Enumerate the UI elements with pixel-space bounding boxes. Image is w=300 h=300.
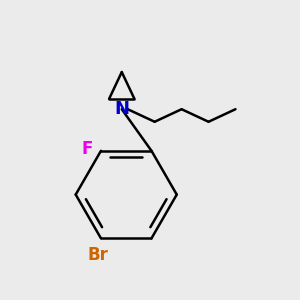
Text: N: N (114, 100, 129, 118)
Text: F: F (81, 140, 92, 158)
Text: Br: Br (88, 246, 108, 264)
